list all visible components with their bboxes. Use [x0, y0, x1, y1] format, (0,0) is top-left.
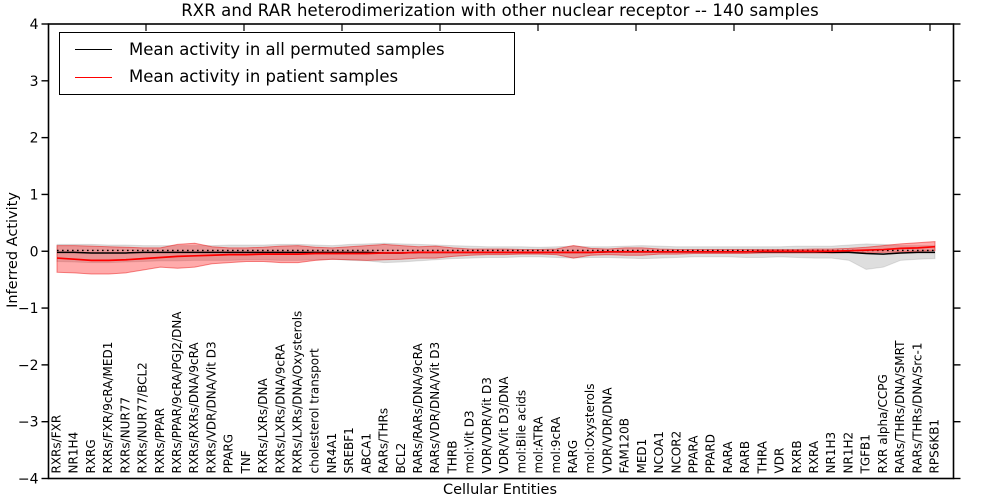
x-tick-label: RARA	[721, 441, 735, 474]
legend-label: Mean activity in all permuted samples	[129, 39, 445, 59]
plot-frame	[47, 23, 955, 480]
x-tick-label: VDR/VDR/DNA	[600, 387, 614, 474]
x-tick-label: RXRs/PPAR/9cRA/PGJ2/DNA	[170, 311, 184, 474]
y-tick-label: 1	[30, 187, 39, 203]
x-tick-label: FAM120B	[618, 418, 632, 474]
x-tick-label: PPARG	[222, 434, 236, 474]
permuted-line-sample	[75, 49, 112, 51]
y-tick-label: 4	[30, 17, 39, 33]
x-tick-label: RXRs/NUR77/BCL2	[136, 362, 150, 473]
x-tick-label: RXRs/PPAR	[153, 408, 167, 473]
x-tick-label: THRA	[755, 440, 769, 474]
legend-entry-patient: Mean activity in patient samples	[75, 67, 514, 86]
x-tick-label: NR1H4	[67, 432, 81, 474]
legend: Mean activity in all permuted samples Me…	[59, 32, 515, 95]
x-axis-label: Cellular Entities	[442, 482, 558, 498]
y-tick-label: −1	[18, 301, 39, 317]
chart-title: RXR and RAR heterodimerization with othe…	[181, 1, 819, 20]
y-tick-label: 3	[30, 74, 39, 90]
x-tick-label: RXRB	[790, 440, 804, 473]
x-tick-label: mol:ATRA	[532, 416, 546, 474]
patient-line-sample	[75, 76, 112, 78]
y-tick-label: −4	[18, 472, 39, 488]
x-tick-label: VDR/Vit D3/DNA	[497, 376, 511, 474]
patient-mean-line	[56, 245, 936, 262]
x-tick-label: RPS6KB1	[928, 419, 942, 474]
legend-entry-permuted: Mean activity in all permuted samples	[75, 39, 514, 59]
x-tick-label: mol:Oxysterols	[583, 384, 597, 474]
x-tick-label: RARs/RARs/DNA/9cRA	[411, 343, 425, 474]
x-tick-label: NR4A1	[325, 433, 339, 474]
x-tick-label: RXRs/LXRs/DNA/Oxysterols	[291, 311, 305, 474]
permuted-band	[56, 242, 936, 270]
x-tick-label: RXRA	[807, 440, 821, 473]
x-tick-label: RXRG	[84, 439, 98, 473]
legend-label: Mean activity in patient samples	[129, 67, 399, 86]
x-tick-label: RXRs/LXRs/DNA	[256, 378, 270, 474]
x-tick-label: BCL2	[394, 443, 408, 474]
y-tick-label: 2	[30, 131, 39, 147]
x-tick-label: SREBF1	[342, 427, 356, 473]
x-tick-label: RXRs/FXR	[50, 415, 64, 474]
x-tick-label: TGFB1	[859, 434, 873, 474]
y-tick-label: 0	[30, 244, 39, 260]
x-tick-label: THRB	[445, 441, 459, 475]
x-tick-label: RXR alpha/CCPG	[876, 374, 890, 473]
x-tick-label: MED1	[635, 439, 649, 474]
x-tick-label: RXRs/LXRs/DNA/9cRA	[273, 343, 287, 473]
x-tick-label: mol:9cRA	[549, 416, 563, 473]
x-tick-label: RXRs/NUR77	[118, 397, 132, 474]
x-tick-label: VDR/VDR/Vit D3	[480, 377, 494, 473]
x-tick-label: NCOR2	[669, 431, 683, 474]
x-tick-label: NR1H2	[841, 432, 855, 474]
x-tick-label: RARB	[738, 441, 752, 474]
x-tick-label: PPARD	[704, 434, 718, 474]
x-tick-label: RARG	[566, 440, 580, 474]
x-tick-label: RARs/THRs/DNA/Src-1	[910, 343, 924, 474]
x-tick-label: RXRs/FXR/9cRA/MED1	[101, 342, 115, 474]
x-tick-label: RARs/VDR/DNA/Vit D3	[428, 342, 442, 474]
x-tick-label: RXRs/VDR/DNA/Vit D3	[204, 341, 218, 473]
x-tick-label: TNF	[239, 450, 253, 474]
x-tick-label: PPARA	[686, 435, 700, 474]
x-tick-label: RARs/THRs	[377, 408, 391, 474]
y-tick-label: −3	[18, 415, 39, 431]
x-tick-label: mol:Bile acids	[514, 390, 528, 474]
x-tick-label: RARs/THRs/DNA/SMRT	[893, 340, 907, 474]
x-tick-label: VDR	[773, 448, 787, 474]
x-tick-label: RXRs/RXRs/DNA/9cRA	[187, 342, 201, 474]
y-tick-label: −2	[18, 358, 39, 374]
x-tick-label: mol:Vit D3	[463, 410, 477, 473]
x-tick-label: NCOA1	[652, 431, 666, 473]
x-tick-label: ABCA1	[359, 433, 373, 473]
x-tick-label: cholesterol transport	[308, 348, 322, 474]
x-tick-label: NR1H3	[824, 432, 838, 474]
patient-band	[56, 241, 936, 275]
